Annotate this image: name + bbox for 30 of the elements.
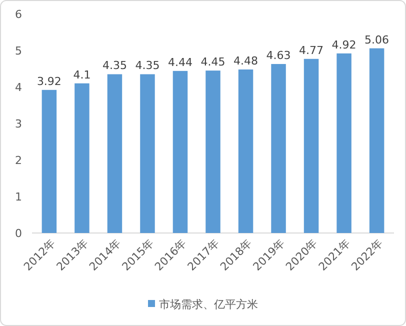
bar (42, 90, 57, 233)
bar (238, 69, 254, 233)
bar (271, 64, 286, 233)
data-label: 4.77 (299, 44, 324, 57)
data-label: 3.92 (36, 74, 62, 88)
data-label: 4.1 (73, 68, 91, 82)
y-tick-label: 3 (15, 117, 22, 130)
bar (74, 83, 90, 233)
bar (140, 74, 155, 233)
data-label: 4.48 (234, 54, 258, 68)
y-tick-label: 6 (15, 8, 22, 21)
bar (336, 53, 352, 233)
y-tick-label: 0 (15, 226, 22, 240)
data-label: 4.35 (102, 59, 127, 72)
bar (206, 70, 220, 233)
bar (304, 58, 319, 233)
bar (107, 74, 122, 233)
y-tick-label: 4 (15, 80, 22, 94)
y-tick-label: 1 (15, 190, 22, 204)
legend-label: 市场需求、亿平方米 (159, 298, 258, 311)
data-label: 5.06 (364, 33, 390, 46)
y-tick-label: 5 (15, 44, 22, 58)
bar (369, 48, 384, 233)
data-label: 4.45 (200, 56, 226, 69)
data-label: 4.92 (332, 38, 356, 52)
data-label: 4.35 (135, 59, 160, 72)
data-label: 4.44 (168, 56, 192, 69)
bar (172, 70, 188, 233)
data-label: 4.63 (266, 49, 291, 62)
y-tick-label: 2 (15, 154, 22, 167)
